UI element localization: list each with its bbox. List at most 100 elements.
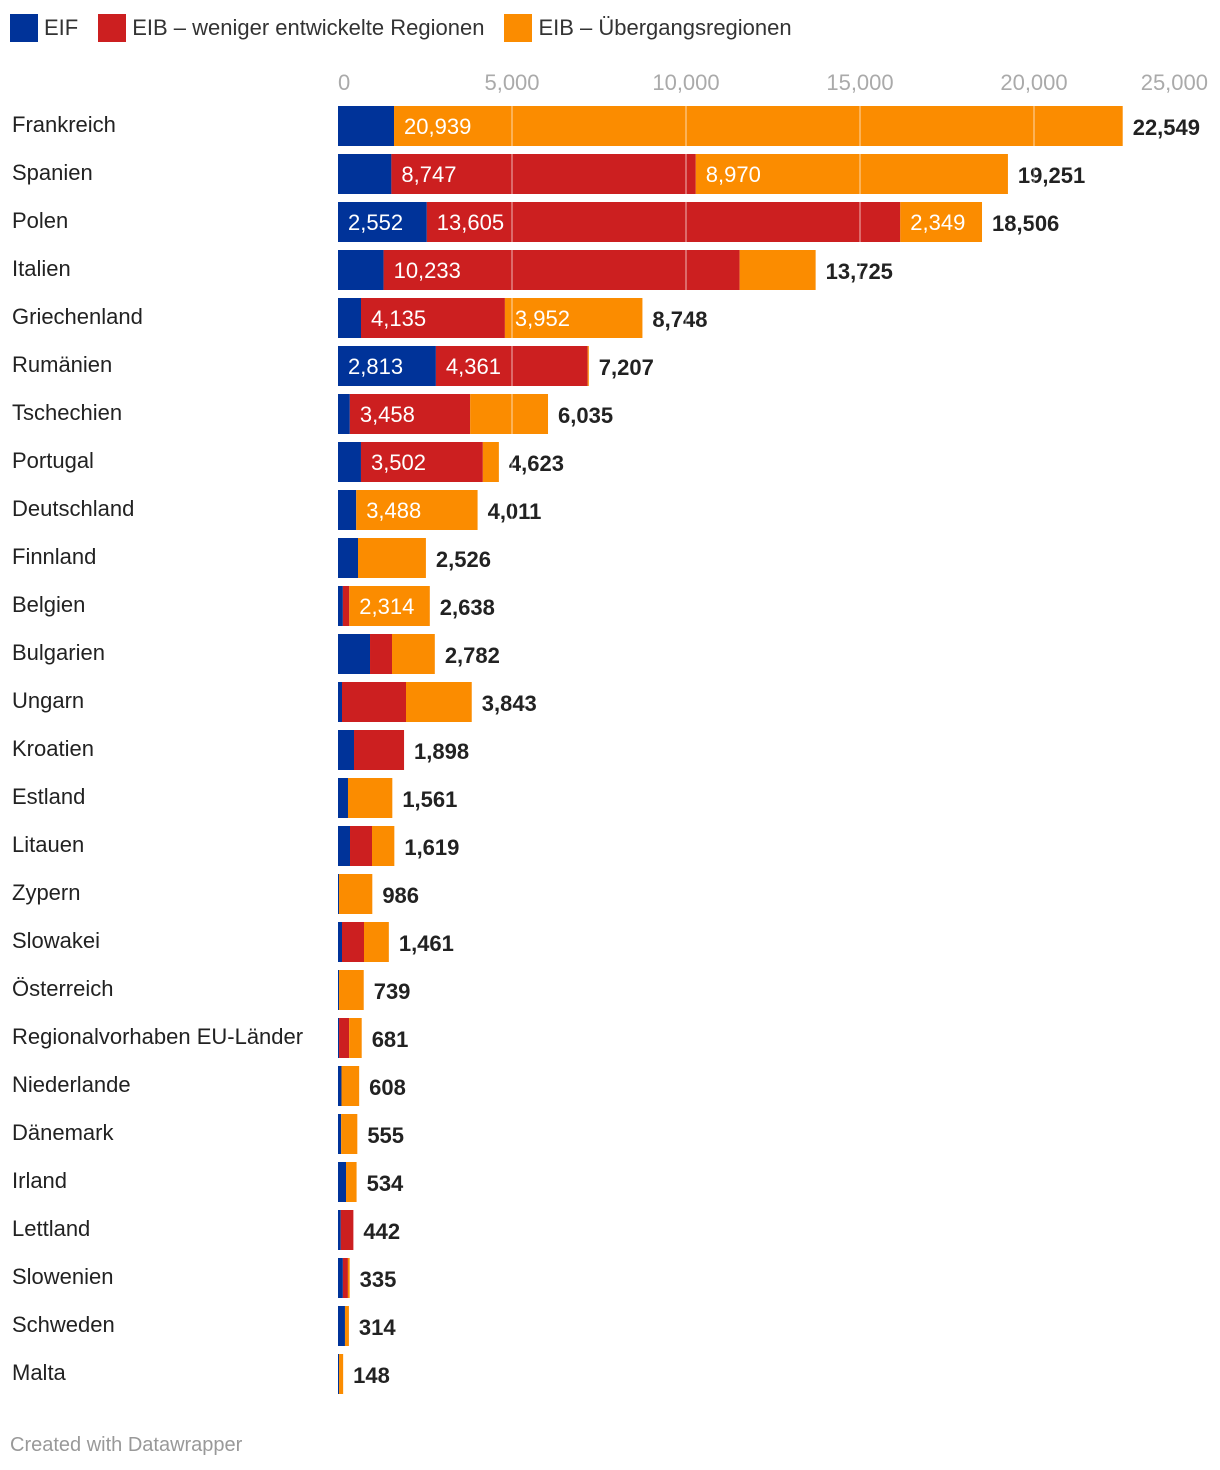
total-label: 986	[382, 883, 419, 908]
bar-segment	[338, 1162, 347, 1202]
legend-swatch	[10, 14, 38, 42]
segment-label: 3,458	[360, 402, 415, 427]
bar-segment	[405, 682, 472, 722]
category-label: Litauen	[12, 832, 84, 857]
category-label: Rumänien	[12, 352, 112, 377]
bar-segment	[356, 490, 478, 530]
bar-segment	[338, 442, 361, 482]
total-label: 1,898	[414, 739, 469, 764]
bar-segment	[361, 298, 505, 338]
bar-segment	[338, 682, 343, 722]
legend-swatch	[504, 14, 533, 42]
legend-label: EIF	[44, 15, 79, 40]
x-tick-label: 0	[338, 70, 350, 95]
category-label: Slowenien	[12, 1264, 114, 1289]
total-label: 8,748	[652, 307, 707, 332]
bar-segment	[338, 250, 384, 290]
category-label: Estland	[12, 784, 85, 809]
segment-label: 3,952	[515, 306, 570, 331]
bar-segment	[695, 154, 1008, 194]
bar-segment	[338, 730, 355, 770]
bar-segment	[342, 1258, 348, 1298]
category-label: Dänemark	[12, 1120, 114, 1145]
category-label: Polen	[12, 208, 68, 233]
category-label: Finnland	[12, 544, 96, 569]
bar-segment	[347, 778, 393, 818]
bar-segment	[900, 202, 983, 242]
segment-label: 2,552	[348, 210, 403, 235]
legend-item-eib-transition: EIB – Übergangsregionen	[504, 14, 792, 42]
category-label: Tschechien	[12, 400, 122, 425]
bar-segment	[391, 154, 696, 194]
bar-segment	[342, 586, 350, 626]
bar-segment	[371, 826, 395, 866]
bar-segment	[383, 250, 740, 290]
x-tick-label: 10,000	[652, 70, 719, 95]
category-label: Italien	[12, 256, 71, 281]
bar-segment	[338, 970, 340, 1010]
category-label: Ungarn	[12, 688, 84, 713]
bar-segment	[338, 1210, 341, 1250]
legend-item-eib-less-developed: EIB – weniger entwickelte Regionen	[98, 14, 484, 42]
segment-label: 2,314	[359, 594, 414, 619]
legend-label: EIB – weniger entwickelte Regionen	[132, 15, 485, 40]
total-label: 2,638	[440, 595, 495, 620]
category-label: Schweden	[12, 1312, 115, 1337]
segment-label: 2,349	[910, 210, 965, 235]
total-label: 7,207	[599, 355, 654, 380]
bar-segment	[338, 1258, 343, 1298]
segment-label: 20,939	[404, 114, 471, 139]
category-label: Niederlande	[12, 1072, 131, 1097]
total-label: 4,011	[488, 499, 542, 524]
category-label: Regionalvorhaben EU-Länder	[12, 1024, 303, 1049]
category-label: Irland	[12, 1168, 67, 1193]
bar-segment	[340, 1210, 354, 1250]
bar-segment	[504, 298, 643, 338]
bar-segment	[349, 586, 430, 626]
category-label: Bulgarien	[12, 640, 105, 665]
bar-segment	[435, 346, 588, 386]
bar-segment	[338, 874, 340, 914]
bar-segment	[394, 106, 1123, 146]
legend-swatch	[98, 14, 127, 42]
footer-credit[interactable]: Created with Datawrapper	[10, 1434, 243, 1456]
bar-segment	[339, 970, 364, 1010]
bar-segment	[338, 586, 343, 626]
bar-segment	[339, 1354, 344, 1394]
bar-segment	[338, 922, 343, 962]
bar-segment	[338, 346, 436, 386]
bar-segment	[338, 826, 351, 866]
bar-segment	[342, 682, 406, 722]
bar-chart: 0 5,000 10,000 15,000 20,000 25,000 Frankreich…	[12, 70, 1208, 1394]
x-tick-label: 20,000	[1000, 70, 1067, 95]
category-label: Spanien	[12, 160, 93, 185]
bar-segment	[338, 1114, 342, 1154]
bar-segment	[349, 1018, 362, 1058]
category-label: Portugal	[12, 448, 94, 473]
total-label: 534	[367, 1171, 404, 1196]
segment-label: 13,605	[437, 210, 504, 235]
bar-segment	[338, 202, 427, 242]
total-label: 1,461	[399, 931, 454, 956]
bar-segment	[338, 1018, 340, 1058]
total-label: 608	[369, 1075, 406, 1100]
category-label: Frankreich	[12, 112, 116, 137]
bar-segment	[426, 202, 901, 242]
bar-segment	[350, 826, 372, 866]
bar-segment	[341, 1114, 358, 1154]
bar-segment	[344, 1306, 349, 1346]
category-label: Österreich	[12, 976, 113, 1001]
total-label: 4,623	[509, 451, 564, 476]
bar-segment	[338, 154, 392, 194]
category-label: Griechenland	[12, 304, 143, 329]
x-tick-label: 15,000	[826, 70, 893, 95]
segment-label: 10,233	[394, 258, 461, 283]
bar-segment	[338, 634, 371, 674]
segment-label: 8,970	[706, 162, 761, 187]
total-label: 19,251	[1018, 163, 1085, 188]
legend-label: EIB – Übergangsregionen	[538, 15, 792, 40]
bar-segment	[339, 1018, 350, 1058]
category-label: Slowakei	[12, 928, 100, 953]
bar-segment	[587, 346, 589, 386]
